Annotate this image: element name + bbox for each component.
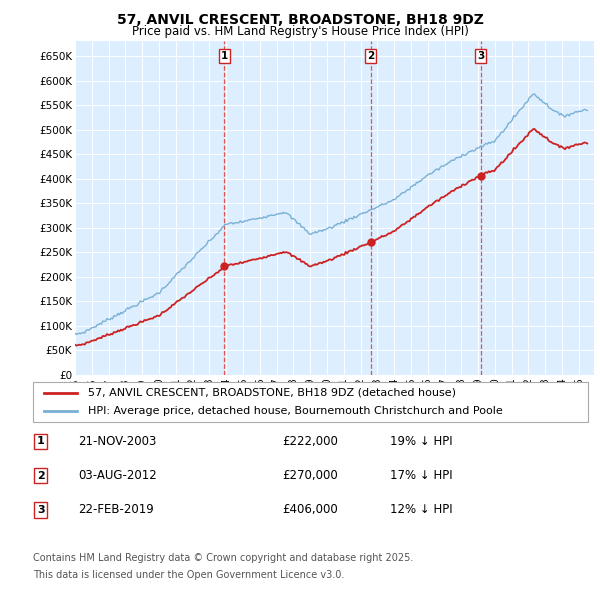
Text: 1: 1 [37,437,44,446]
Text: 1: 1 [221,51,228,61]
Text: 57, ANVIL CRESCENT, BROADSTONE, BH18 9DZ (detached house): 57, ANVIL CRESCENT, BROADSTONE, BH18 9DZ… [89,388,457,398]
Text: 2: 2 [367,51,374,61]
Text: Price paid vs. HM Land Registry's House Price Index (HPI): Price paid vs. HM Land Registry's House … [131,25,469,38]
Text: Contains HM Land Registry data © Crown copyright and database right 2025.: Contains HM Land Registry data © Crown c… [33,553,413,562]
Text: £406,000: £406,000 [282,503,338,516]
FancyBboxPatch shape [33,382,588,422]
Text: 2: 2 [37,471,44,480]
Text: This data is licensed under the Open Government Licence v3.0.: This data is licensed under the Open Gov… [33,571,344,580]
Text: £222,000: £222,000 [282,435,338,448]
Text: 3: 3 [37,505,44,514]
Text: 17% ↓ HPI: 17% ↓ HPI [390,469,452,482]
Text: 3: 3 [477,51,484,61]
Text: £270,000: £270,000 [282,469,338,482]
Text: 19% ↓ HPI: 19% ↓ HPI [390,435,452,448]
Text: 21-NOV-2003: 21-NOV-2003 [78,435,157,448]
Text: 12% ↓ HPI: 12% ↓ HPI [390,503,452,516]
Text: 22-FEB-2019: 22-FEB-2019 [78,503,154,516]
Text: 57, ANVIL CRESCENT, BROADSTONE, BH18 9DZ: 57, ANVIL CRESCENT, BROADSTONE, BH18 9DZ [116,13,484,27]
Text: 03-AUG-2012: 03-AUG-2012 [78,469,157,482]
Text: HPI: Average price, detached house, Bournemouth Christchurch and Poole: HPI: Average price, detached house, Bour… [89,406,503,416]
